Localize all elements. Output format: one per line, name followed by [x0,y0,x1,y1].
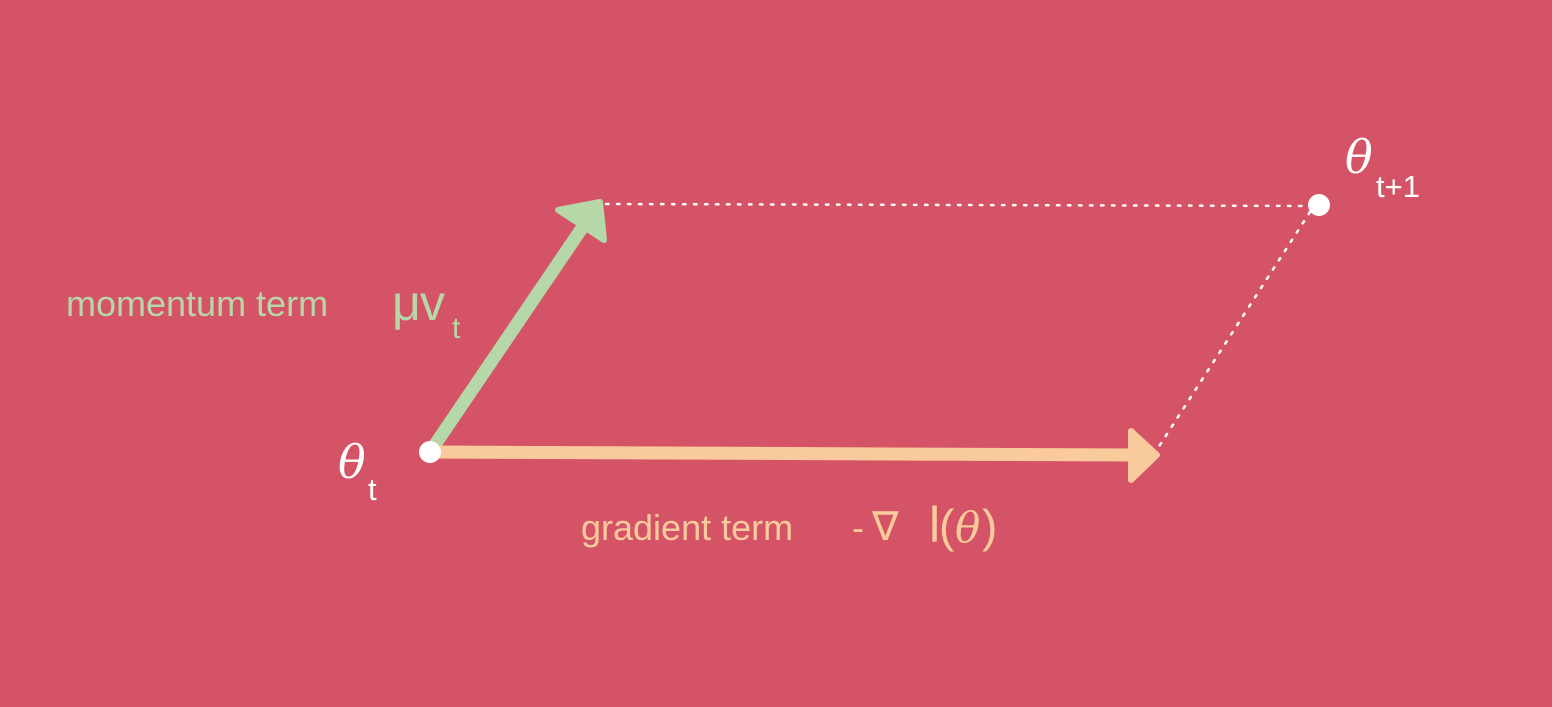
gradient-arrowhead [1128,428,1160,483]
gradient-open-paren: ( [939,500,955,552]
point-theta-t-plus-1 [1308,194,1330,216]
momentum-term-text: momentum term [66,283,328,324]
gradient-nabla-symbol: ∇ [871,505,899,549]
point-theta-t [419,441,441,463]
gradient-l-symbol: l [929,497,940,553]
gradient-term-text: gradient term [581,507,793,548]
gradient-arrow [423,428,1160,483]
gradient-arrow-shaft [423,445,1142,462]
theta-t-symbol: θ [338,435,366,489]
theta-t-plus-1-label: θ t+1 [1345,130,1420,204]
momentum-mu-symbol: μ [392,275,421,331]
gradient-close-paren: ) [982,500,997,552]
momentum-v-subscript: t [452,312,461,345]
gradient-minus-sign: - [852,507,864,548]
dotted-line-right [1156,210,1312,450]
theta-t-subscript: t [368,472,377,507]
theta-t-plus-1-symbol: θ [1345,130,1373,184]
momentum-term-label: momentum term μ v t [66,275,461,345]
momentum-arrow-shaft [423,221,589,459]
theta-t-label: θ t [338,435,377,507]
momentum-arrowhead [555,199,607,243]
gradient-theta-symbol: θ [955,503,980,552]
momentum-arrow [423,199,607,459]
momentum-v-symbol: v [420,275,445,331]
dotted-line-top [604,202,1314,208]
theta-t-plus-1-subscript: t+1 [1376,169,1420,204]
gradient-term-label: gradient term - ∇ l ( θ ) [581,497,997,553]
